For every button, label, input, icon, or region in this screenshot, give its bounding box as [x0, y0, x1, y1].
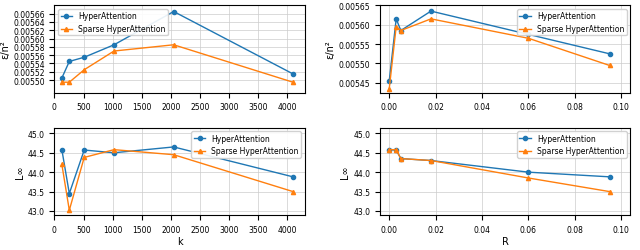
HyperAttention	[605, 53, 613, 56]
HyperAttention	[110, 44, 118, 47]
Y-axis label: L∞: L∞	[340, 165, 351, 178]
Sparse HyperAttention	[110, 148, 118, 152]
Sparse HyperAttention	[397, 30, 404, 33]
HyperAttention	[81, 56, 88, 59]
Line: Sparse HyperAttention: Sparse HyperAttention	[387, 18, 612, 92]
Legend: HyperAttention, Sparse HyperAttention: HyperAttention, Sparse HyperAttention	[517, 10, 627, 36]
HyperAttention	[289, 176, 297, 178]
Y-axis label: L∞: L∞	[15, 165, 25, 178]
Legend: HyperAttention, Sparse HyperAttention: HyperAttention, Sparse HyperAttention	[191, 132, 301, 158]
HyperAttention	[289, 73, 297, 76]
HyperAttention	[605, 176, 613, 178]
Sparse HyperAttention	[397, 158, 404, 160]
Y-axis label: ε/n²: ε/n²	[0, 40, 10, 59]
Sparse HyperAttention	[525, 38, 532, 40]
HyperAttention	[170, 146, 177, 149]
Sparse HyperAttention	[65, 81, 73, 84]
Sparse HyperAttention	[110, 50, 118, 53]
HyperAttention	[392, 18, 400, 21]
HyperAttention	[65, 61, 73, 64]
Sparse HyperAttention	[385, 88, 393, 91]
Sparse HyperAttention	[170, 44, 177, 47]
Y-axis label: ε/n²: ε/n²	[326, 40, 336, 59]
HyperAttention	[110, 152, 118, 155]
HyperAttention	[427, 10, 435, 14]
Sparse HyperAttention	[58, 163, 66, 166]
Line: Sparse HyperAttention: Sparse HyperAttention	[387, 148, 612, 194]
Sparse HyperAttention	[427, 160, 435, 162]
Sparse HyperAttention	[81, 156, 88, 159]
HyperAttention	[392, 149, 400, 152]
Line: HyperAttention: HyperAttention	[60, 145, 295, 196]
HyperAttention	[58, 77, 66, 80]
HyperAttention	[525, 171, 532, 174]
Legend: HyperAttention, Sparse HyperAttention: HyperAttention, Sparse HyperAttention	[517, 132, 627, 158]
Sparse HyperAttention	[170, 154, 177, 156]
Line: Sparse HyperAttention: Sparse HyperAttention	[60, 44, 295, 85]
HyperAttention	[81, 149, 88, 152]
Legend: HyperAttention, Sparse HyperAttention: HyperAttention, Sparse HyperAttention	[58, 10, 168, 36]
HyperAttention	[397, 158, 404, 160]
Line: HyperAttention: HyperAttention	[387, 148, 612, 179]
Sparse HyperAttention	[605, 190, 613, 193]
HyperAttention	[385, 80, 393, 83]
HyperAttention	[170, 11, 177, 14]
HyperAttention	[65, 192, 73, 195]
HyperAttention	[525, 34, 532, 37]
Sparse HyperAttention	[81, 69, 88, 72]
X-axis label: k: k	[177, 236, 182, 246]
Sparse HyperAttention	[525, 177, 532, 180]
HyperAttention	[58, 148, 66, 152]
Sparse HyperAttention	[427, 18, 435, 21]
X-axis label: R: R	[502, 236, 509, 246]
Sparse HyperAttention	[385, 148, 393, 152]
HyperAttention	[427, 160, 435, 162]
Sparse HyperAttention	[605, 65, 613, 68]
Sparse HyperAttention	[392, 26, 400, 29]
Line: HyperAttention: HyperAttention	[60, 10, 295, 81]
HyperAttention	[397, 30, 404, 33]
HyperAttention	[385, 148, 393, 152]
Sparse HyperAttention	[65, 209, 73, 212]
Sparse HyperAttention	[289, 190, 297, 193]
Line: Sparse HyperAttention: Sparse HyperAttention	[60, 148, 295, 212]
Sparse HyperAttention	[289, 81, 297, 84]
Sparse HyperAttention	[58, 81, 66, 84]
Line: HyperAttention: HyperAttention	[387, 10, 612, 84]
Sparse HyperAttention	[392, 148, 400, 152]
